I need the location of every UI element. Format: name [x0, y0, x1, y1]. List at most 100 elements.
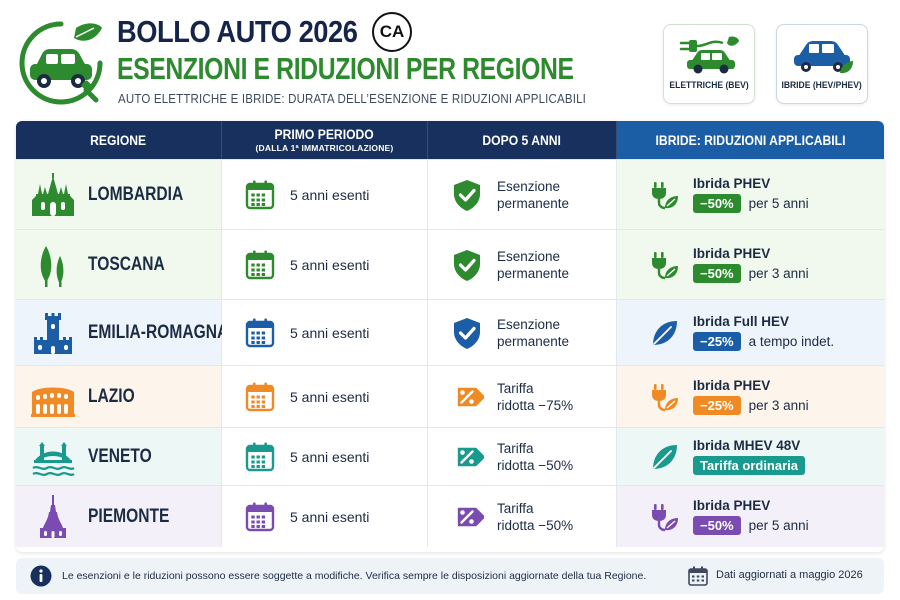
column-header-region: REGIONE [16, 121, 222, 159]
plug-leaf-icon [652, 383, 678, 411]
table-row: LAZIO 5 anni esenti Tariffa ridotta −75%… [16, 365, 884, 427]
region-cell: LOMBARDIA [16, 160, 222, 229]
column-subheader-first-period: (DALLA 1ª IMMATRICOLAZIONE) [255, 143, 394, 153]
hybrid-type: Ibrida PHEV [693, 176, 771, 191]
hybrid-cell: Ibrida Full HEV −25% a tempo indet. [617, 300, 884, 365]
status-line-2: permanente [497, 265, 570, 281]
logo-ev-car-icon [19, 21, 103, 105]
region-cell: LAZIO [16, 366, 222, 427]
region-cell: TOSCANA [16, 230, 222, 299]
reduction-badge: −25% [693, 332, 741, 351]
leaf-icon [653, 444, 677, 469]
after-5-years-cell: Esenzione permanente [428, 230, 617, 299]
first-period-text: 5 anni esenti [290, 186, 370, 203]
table-body: LOMBARDIA 5 anni esenti Esenzione perman… [16, 159, 884, 547]
brand-badge: CA [372, 12, 412, 52]
after-5-years-cell: Esenzione permanente [428, 160, 617, 229]
status-line-1: Esenzione [497, 248, 561, 264]
disclaimer-text: Le esenzioni e le riduzioni possono esse… [62, 570, 647, 582]
first-period-cell: 5 anni esenti [222, 230, 428, 299]
hybrid-cell: Ibrida MHEV 48V Tariffa ordinaria [617, 428, 884, 485]
after-5-years-cell: Tariffa ridotta −50% [428, 486, 617, 547]
after-5-years-cell: Esenzione permanente [428, 300, 617, 365]
region-name: PIEMONTE [88, 505, 170, 527]
page-title: BOLLO AUTO 2026 [117, 14, 358, 49]
reduction-duration: a tempo indet. [748, 334, 835, 349]
region-name: EMILIA-ROMAGNA [88, 321, 229, 343]
first-period-text: 5 anni esenti [290, 388, 370, 405]
first-period-text: 5 anni esenti [290, 256, 370, 273]
column-header-first-period: PRIMO PERIODO (DALLA 1ª IMMATRICOLAZIONE… [222, 121, 428, 159]
status-line-1: Esenzione [497, 316, 561, 332]
info-icon [30, 565, 52, 587]
reduction-duration: per 3 anni [748, 266, 809, 281]
reduction-badge: Tariffa ordinaria [693, 456, 806, 475]
after-5-years-cell: Tariffa ridotta −50% [428, 428, 617, 485]
first-period-cell: 5 anni esenti [222, 486, 428, 547]
table-row: PIEMONTE 5 anni esenti Tariffa ridotta −… [16, 485, 884, 547]
column-header-hybrid-reductions: IBRIDE: RIDUZIONI APPLICABILI [617, 121, 884, 159]
region-name: TOSCANA [88, 253, 165, 275]
status-line-2: permanente [497, 333, 570, 349]
page-subtitle: AUTO ELETTRICHE E IBRIDE: DURATA DELL’ES… [118, 92, 587, 106]
venice-bridge-icon [32, 441, 75, 476]
reduction-badge: −50% [693, 264, 741, 283]
status-line-2: ridotta −75% [497, 397, 574, 413]
category-card-electric: ELETTRICHE (BEV) [663, 24, 755, 104]
region-cell: PIEMONTE [16, 486, 222, 547]
bologna-tower-icon [34, 312, 72, 354]
hybrid-type: Ibrida PHEV [693, 378, 771, 393]
table-header: REGIONE PRIMO PERIODO (DALLA 1ª IMMATRIC… [16, 121, 884, 159]
region-name: VENETO [88, 445, 152, 467]
first-period-text: 5 anni esenti [290, 448, 370, 465]
region-cell: VENETO [16, 428, 222, 485]
column-header-after-5-years: DOPO 5 ANNI [428, 121, 617, 159]
reduction-duration: per 5 anni [748, 196, 809, 211]
hybrid-type: Ibrida MHEV 48V [693, 438, 801, 453]
plug-leaf-icon [652, 181, 678, 209]
reduction-badge: −50% [693, 194, 741, 213]
calendar-icon [245, 502, 275, 531]
first-period-text: 5 anni esenti [290, 508, 370, 525]
shield-check-icon [454, 249, 480, 281]
last-updated-text: Dati aggiornati a maggio 2026 [716, 569, 863, 581]
calendar-icon [245, 442, 275, 471]
hybrid-type: Ibrida PHEV [693, 498, 771, 513]
category-label-electric: ELETTRICHE (BEV) [669, 80, 749, 91]
table-row: VENETO 5 anni esenti Tariffa ridotta −50… [16, 427, 884, 485]
table-row: LOMBARDIA 5 anni esenti Esenzione perman… [16, 159, 884, 229]
region-name: LAZIO [88, 385, 135, 407]
hybrid-cell: Ibrida PHEV −50% per 5 anni [617, 160, 884, 229]
first-period-cell: 5 anni esenti [222, 300, 428, 365]
status-line-1: Esenzione [497, 178, 561, 194]
category-card-hybrid: IBRIDE (HEV/PHEV) [776, 24, 868, 104]
cypress-trees-icon [40, 245, 64, 287]
first-period-text: 5 anni esenti [290, 324, 370, 341]
shield-check-icon [454, 179, 480, 211]
calendar-icon [245, 318, 275, 347]
region-cell: EMILIA-ROMAGNA [16, 300, 228, 365]
category-label-hybrid: IBRIDE (HEV/PHEV) [781, 80, 863, 91]
reduction-duration: per 3 anni [748, 398, 809, 413]
footer-note-bar: Le esenzioni e le riduzioni possono esse… [16, 558, 884, 594]
status-line-1: Tariffa [497, 440, 534, 456]
mole-antonelliana-icon [40, 494, 66, 538]
discount-tag-icon [457, 387, 484, 406]
hybrid-type: Ibrida PHEV [693, 246, 771, 261]
hybrid-cell: Ibrida PHEV −25% per 3 anni [617, 366, 884, 427]
plug-leaf-icon [652, 503, 678, 531]
reduction-badge: −50% [693, 516, 741, 535]
calendar-icon [245, 250, 275, 279]
calendar-icon [245, 180, 275, 209]
status-line-2: ridotta −50% [497, 457, 574, 473]
calendar-icon [688, 566, 708, 586]
colosseum-icon [31, 387, 75, 417]
status-line-2: ridotta −50% [497, 517, 574, 533]
plug-leaf-icon [652, 251, 678, 279]
milan-cathedral-icon [32, 172, 74, 216]
first-period-cell: 5 anni esenti [222, 160, 428, 229]
reduction-badge: −25% [693, 396, 741, 415]
status-line-1: Tariffa [497, 380, 534, 396]
hybrid-car-leaf-icon [794, 41, 853, 74]
region-name: LOMBARDIA [88, 183, 184, 205]
